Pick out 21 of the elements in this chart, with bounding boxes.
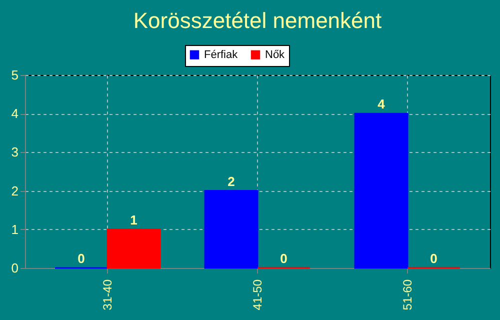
x-tick-label: 51-60 (400, 279, 414, 310)
y-tick-label: 0 (11, 260, 18, 276)
data-label: 4 (378, 96, 386, 112)
bar (106, 228, 161, 269)
data-label: 0 (78, 251, 85, 266)
data-label: 0 (280, 251, 288, 266)
x-tick-label: 31-40 (100, 279, 114, 310)
data-label: 2 (228, 174, 235, 189)
bar (354, 112, 408, 269)
bar (204, 190, 258, 269)
y-tick-label: 1 (11, 222, 18, 237)
x-tick-label: 41-50 (250, 279, 264, 310)
legend-label: Férfiak (204, 48, 238, 61)
data-label: 1 (130, 212, 138, 228)
y-tick-label: 5 (11, 68, 18, 82)
y-tick-label: 4 (11, 106, 18, 122)
y-tick-label: 3 (11, 144, 18, 160)
y-tick-label: 2 (11, 183, 18, 198)
legend-label: Nők (265, 48, 286, 61)
data-label: 0 (430, 251, 438, 266)
chart-title: Korösszetétel nemenként (133, 8, 382, 33)
